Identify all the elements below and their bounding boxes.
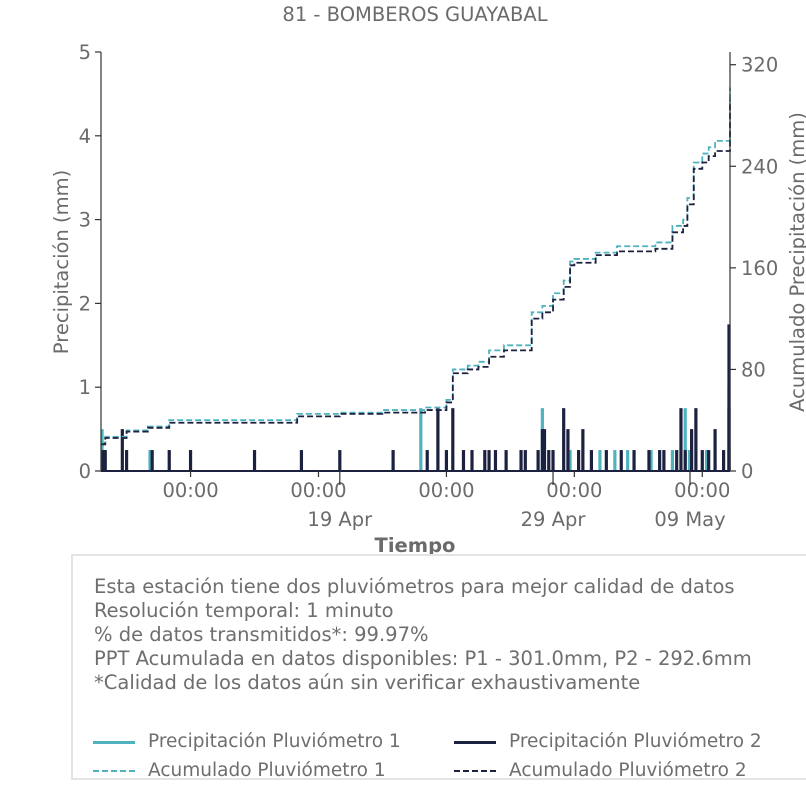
x-tick-label-date-0: 19 Apr xyxy=(307,508,373,531)
cumulative-line-2 xyxy=(101,100,731,446)
bars-layer xyxy=(100,324,731,471)
y-tick-label-right-240: 240 xyxy=(741,155,778,178)
y-tick-label-right-80: 80 xyxy=(741,358,766,381)
y-tick-label-left-4: 4 xyxy=(79,125,91,148)
y-axis-label-left: Precipitación (mm) xyxy=(50,170,73,354)
y-tick-label-right-320: 320 xyxy=(741,54,778,77)
x-tick-label-time-4: 00:00 xyxy=(674,479,730,502)
info-line-quality-note: *Calidad de los datos aún sin verificar … xyxy=(94,671,641,694)
y-tick-label-left-1: 1 xyxy=(79,376,91,399)
y-tick-label-right-160: 160 xyxy=(741,257,778,280)
x-tick-label-time-2: 00:00 xyxy=(418,479,474,502)
info-line-resolution: Resolución temporal: 1 minuto xyxy=(94,599,394,622)
info-line-dual-gauge: Esta estación tiene dos pluviómetros par… xyxy=(94,575,735,598)
chart-title: 81 - BOMBEROS GUAYABAL xyxy=(282,3,547,26)
cumulative-line-1 xyxy=(101,87,731,444)
x-tick-label-time-3: 00:00 xyxy=(546,479,602,502)
y-tick-label-left-2: 2 xyxy=(79,292,91,315)
y-tick-label-left-5: 5 xyxy=(79,41,91,64)
x-axis-label: Tiempo xyxy=(375,534,456,557)
info-box: Esta estación tiene dos pluviómetros par… xyxy=(71,554,806,781)
legend-label-precip-1: Precipitación Pluviómetro 1 xyxy=(148,731,401,752)
legend-swatch-precip-2 xyxy=(454,741,496,744)
y-axis-label-right: Acumulado Precipitación (mm) xyxy=(786,112,806,412)
y-tick-label-left-3: 3 xyxy=(79,209,91,232)
y-tick-label-left-0: 0 xyxy=(79,460,91,483)
x-tick-label-time-1: 00:00 xyxy=(290,479,346,502)
legend-label-precip-2: Precipitación Pluviómetro 2 xyxy=(509,731,762,752)
x-tick-label-date-2: 09 May xyxy=(654,508,725,531)
legend-label-accum-2: Acumulado Pluviómetro 2 xyxy=(509,760,747,781)
info-lines: Esta estación tiene dos pluviómetros par… xyxy=(94,575,752,695)
legend-swatch-accum-1 xyxy=(93,770,135,772)
info-line-accumulated: PPT Acumulada en datos disponibles: P1 -… xyxy=(94,647,752,670)
axes-layer: 0 1 2 3 4 5 0 80 160 240 320 00:00 00:00 00:00 00:00 00… xyxy=(79,41,779,531)
info-line-transmitted: % de datos transmitidos*: 99.97% xyxy=(94,623,429,646)
legend-swatch-accum-2 xyxy=(454,770,496,772)
legend-label-accum-1: Acumulado Pluviómetro 1 xyxy=(148,760,386,781)
x-tick-label-time-0: 00:00 xyxy=(162,479,218,502)
legend-swatch-precip-1 xyxy=(93,741,135,744)
x-tick-label-date-1: 29 Apr xyxy=(521,508,587,531)
y-tick-label-right-0: 0 xyxy=(741,460,753,483)
cumulative-lines-layer xyxy=(101,87,731,446)
